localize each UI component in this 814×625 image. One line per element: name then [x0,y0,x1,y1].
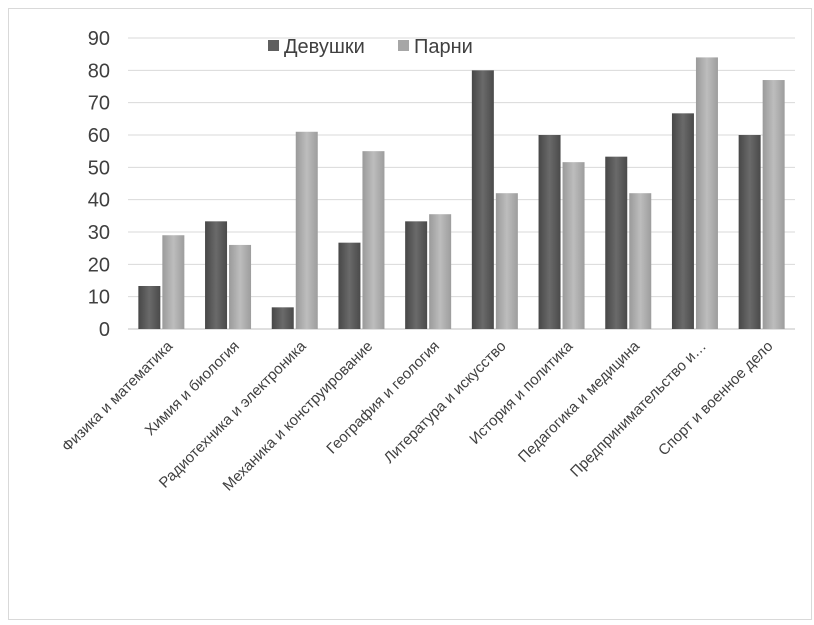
y-tick-label: 0 [99,319,110,341]
bar-girls [671,113,694,329]
bar-boys [295,131,318,329]
bar-boys [762,80,785,330]
x-category-label: География и геология [323,338,443,458]
bar-girls [138,285,161,329]
bar-girls [338,242,361,329]
x-category-label: Физика и математика [59,337,177,455]
x-category-label: Предпринимательство и… [567,338,710,481]
bar-boys [162,235,185,329]
bar-boys [629,193,652,329]
legend-label: Парни [414,36,473,58]
legend-label: Девушки [284,36,365,58]
x-category-label: Спорт и военное дело [655,338,776,459]
x-category-label: Педагогика и медицина [515,337,644,466]
y-tick-label: 50 [88,157,110,179]
x-category-label: Литература и искусство [381,338,510,467]
y-tick-label: 30 [88,222,110,244]
y-tick-label: 90 [88,28,110,50]
bar-boys [429,214,452,329]
y-tick-label: 20 [88,254,110,276]
bar-girls [205,221,228,329]
y-tick-label: 80 [88,60,110,82]
y-tick-label: 10 [88,287,110,309]
legend: Девушки Парни [268,36,473,58]
bar-boys [362,151,385,329]
bar-girls [605,156,628,329]
bar-girls [738,135,761,329]
gridlines [128,37,795,330]
bar-boys [495,193,518,329]
bar-girls [405,221,428,329]
legend-swatch [398,40,409,51]
y-tick-label: 60 [88,125,110,147]
bars [138,57,785,330]
bar-boys [562,162,585,329]
y-tick-label: 40 [88,190,110,212]
bar-girls [471,70,494,329]
legend-swatch [268,40,279,51]
bar-boys [695,57,718,330]
y-axis-ticks: 0 10 20 30 40 50 60 70 80 90 [88,28,110,341]
bar-girls [271,307,294,329]
y-tick-label: 70 [88,93,110,115]
bar-girls [538,135,561,329]
bar-boys [229,244,252,329]
